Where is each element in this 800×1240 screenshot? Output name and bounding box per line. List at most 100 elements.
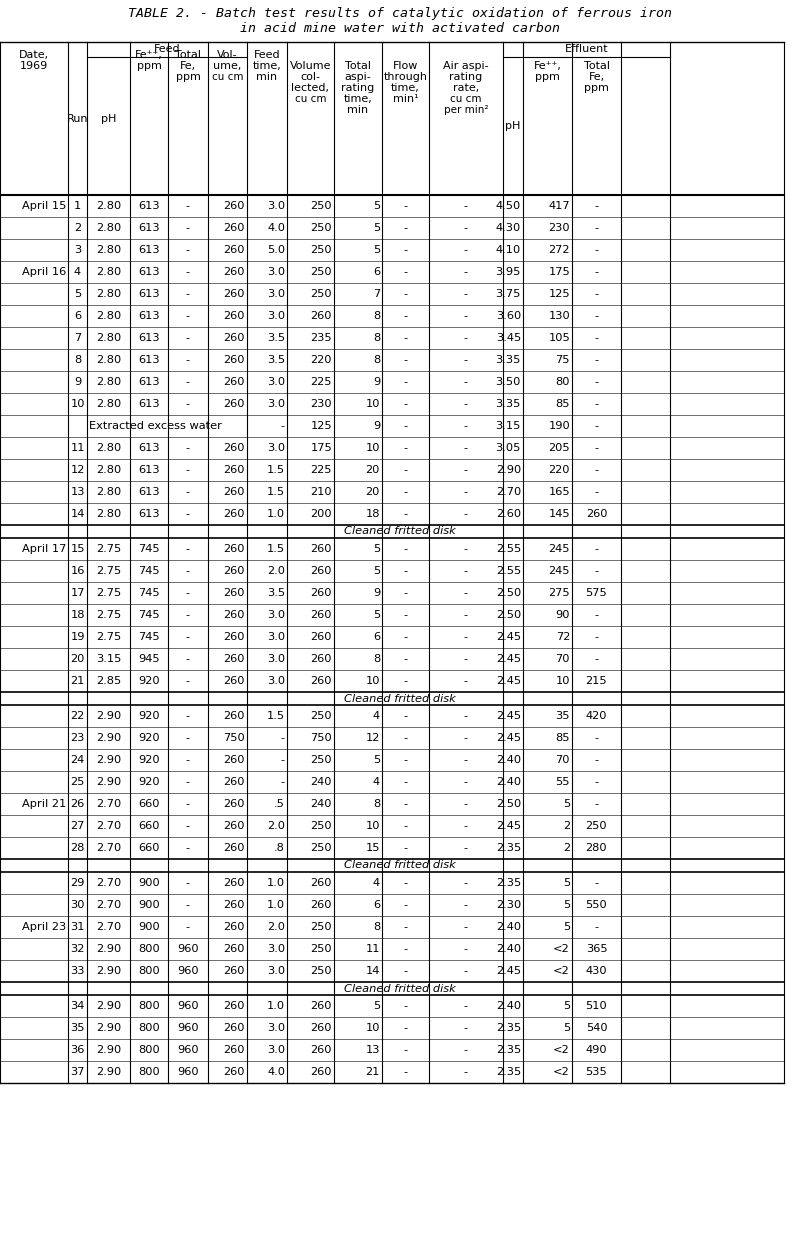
Text: 575: 575 <box>586 588 607 598</box>
Text: 745: 745 <box>138 588 160 598</box>
Text: -: - <box>186 777 190 787</box>
Text: 3.5: 3.5 <box>267 588 285 598</box>
Text: 613: 613 <box>138 246 160 255</box>
Text: -: - <box>464 565 468 577</box>
Text: 1.0: 1.0 <box>267 1001 285 1011</box>
Text: -: - <box>186 443 190 453</box>
Text: Air aspi-: Air aspi- <box>443 61 489 71</box>
Text: ppm: ppm <box>137 61 162 71</box>
Text: -: - <box>464 311 468 321</box>
Text: 800: 800 <box>138 1001 160 1011</box>
Text: -: - <box>403 377 407 387</box>
Text: 960: 960 <box>177 1045 199 1055</box>
Text: Feed: Feed <box>154 45 180 55</box>
Text: 90: 90 <box>555 610 570 620</box>
Text: 8: 8 <box>373 653 380 663</box>
Text: 2.35: 2.35 <box>496 843 521 853</box>
Text: 3.50: 3.50 <box>496 377 521 387</box>
Text: 225: 225 <box>310 465 332 475</box>
Text: through: through <box>383 72 427 82</box>
Text: Effluent: Effluent <box>565 45 608 55</box>
Text: 9: 9 <box>373 588 380 598</box>
Text: 613: 613 <box>138 355 160 365</box>
Text: 260: 260 <box>223 1001 245 1011</box>
Text: 34: 34 <box>70 1001 85 1011</box>
Text: 260: 260 <box>223 465 245 475</box>
Text: cu cm: cu cm <box>212 72 243 82</box>
Text: -: - <box>464 465 468 475</box>
Text: 3.0: 3.0 <box>267 201 285 211</box>
Text: -: - <box>403 465 407 475</box>
Text: 4.30: 4.30 <box>496 223 521 233</box>
Text: 3.60: 3.60 <box>496 311 521 321</box>
Text: 3.0: 3.0 <box>267 966 285 976</box>
Text: 75: 75 <box>555 355 570 365</box>
Text: 260: 260 <box>223 944 245 954</box>
Text: 245: 245 <box>549 544 570 554</box>
Text: -: - <box>281 422 285 432</box>
Text: -: - <box>464 944 468 954</box>
Text: Date,: Date, <box>19 50 49 60</box>
Text: -: - <box>594 799 598 808</box>
Text: 920: 920 <box>138 676 160 686</box>
Text: 5: 5 <box>562 1023 570 1033</box>
Text: 250: 250 <box>310 923 332 932</box>
Text: 960: 960 <box>177 1066 199 1078</box>
Text: -: - <box>594 377 598 387</box>
Text: 3.05: 3.05 <box>496 443 521 453</box>
Text: 750: 750 <box>310 733 332 743</box>
Text: 36: 36 <box>70 1045 85 1055</box>
Text: 2.80: 2.80 <box>96 399 121 409</box>
Text: 10: 10 <box>366 443 380 453</box>
Text: 510: 510 <box>586 1001 607 1011</box>
Text: -: - <box>403 777 407 787</box>
Text: ume,: ume, <box>214 61 242 71</box>
Text: 8: 8 <box>373 311 380 321</box>
Text: 85: 85 <box>555 399 570 409</box>
Text: 2.80: 2.80 <box>96 246 121 255</box>
Text: -: - <box>186 676 190 686</box>
Text: 6: 6 <box>74 311 81 321</box>
Text: 5: 5 <box>562 799 570 808</box>
Text: -: - <box>464 1023 468 1033</box>
Text: -: - <box>464 966 468 976</box>
Text: 1.0: 1.0 <box>267 878 285 888</box>
Text: 230: 230 <box>310 399 332 409</box>
Text: 22: 22 <box>70 711 85 720</box>
Text: 1: 1 <box>74 201 81 211</box>
Text: 3: 3 <box>74 246 81 255</box>
Text: -: - <box>464 799 468 808</box>
Text: 15: 15 <box>366 843 380 853</box>
Text: <2: <2 <box>554 1045 570 1055</box>
Text: 3.95: 3.95 <box>496 267 521 277</box>
Text: Volume: Volume <box>290 61 331 71</box>
Text: -: - <box>403 632 407 642</box>
Text: -: - <box>403 565 407 577</box>
Text: -: - <box>403 1001 407 1011</box>
Text: -: - <box>464 653 468 663</box>
Text: 2.90: 2.90 <box>96 1001 121 1011</box>
Text: .8: .8 <box>274 843 285 853</box>
Text: 2.70: 2.70 <box>96 843 121 853</box>
Text: -: - <box>186 334 190 343</box>
Text: 5: 5 <box>74 289 81 299</box>
Text: 5: 5 <box>562 878 570 888</box>
Text: 9: 9 <box>373 377 380 387</box>
Text: -: - <box>464 711 468 720</box>
Text: 260: 260 <box>310 1001 332 1011</box>
Text: -: - <box>464 900 468 910</box>
Text: 2.90: 2.90 <box>496 465 521 475</box>
Text: 20: 20 <box>366 465 380 475</box>
Text: -: - <box>403 799 407 808</box>
Text: 12: 12 <box>366 733 380 743</box>
Text: 215: 215 <box>586 676 607 686</box>
Text: -: - <box>186 843 190 853</box>
Text: 70: 70 <box>555 755 570 765</box>
Text: 260: 260 <box>223 777 245 787</box>
Text: -: - <box>186 508 190 520</box>
Text: 250: 250 <box>310 246 332 255</box>
Text: 2.55: 2.55 <box>496 565 521 577</box>
Text: Cleaned fritted disk: Cleaned fritted disk <box>344 861 456 870</box>
Text: time,: time, <box>391 83 420 93</box>
Text: 960: 960 <box>177 944 199 954</box>
